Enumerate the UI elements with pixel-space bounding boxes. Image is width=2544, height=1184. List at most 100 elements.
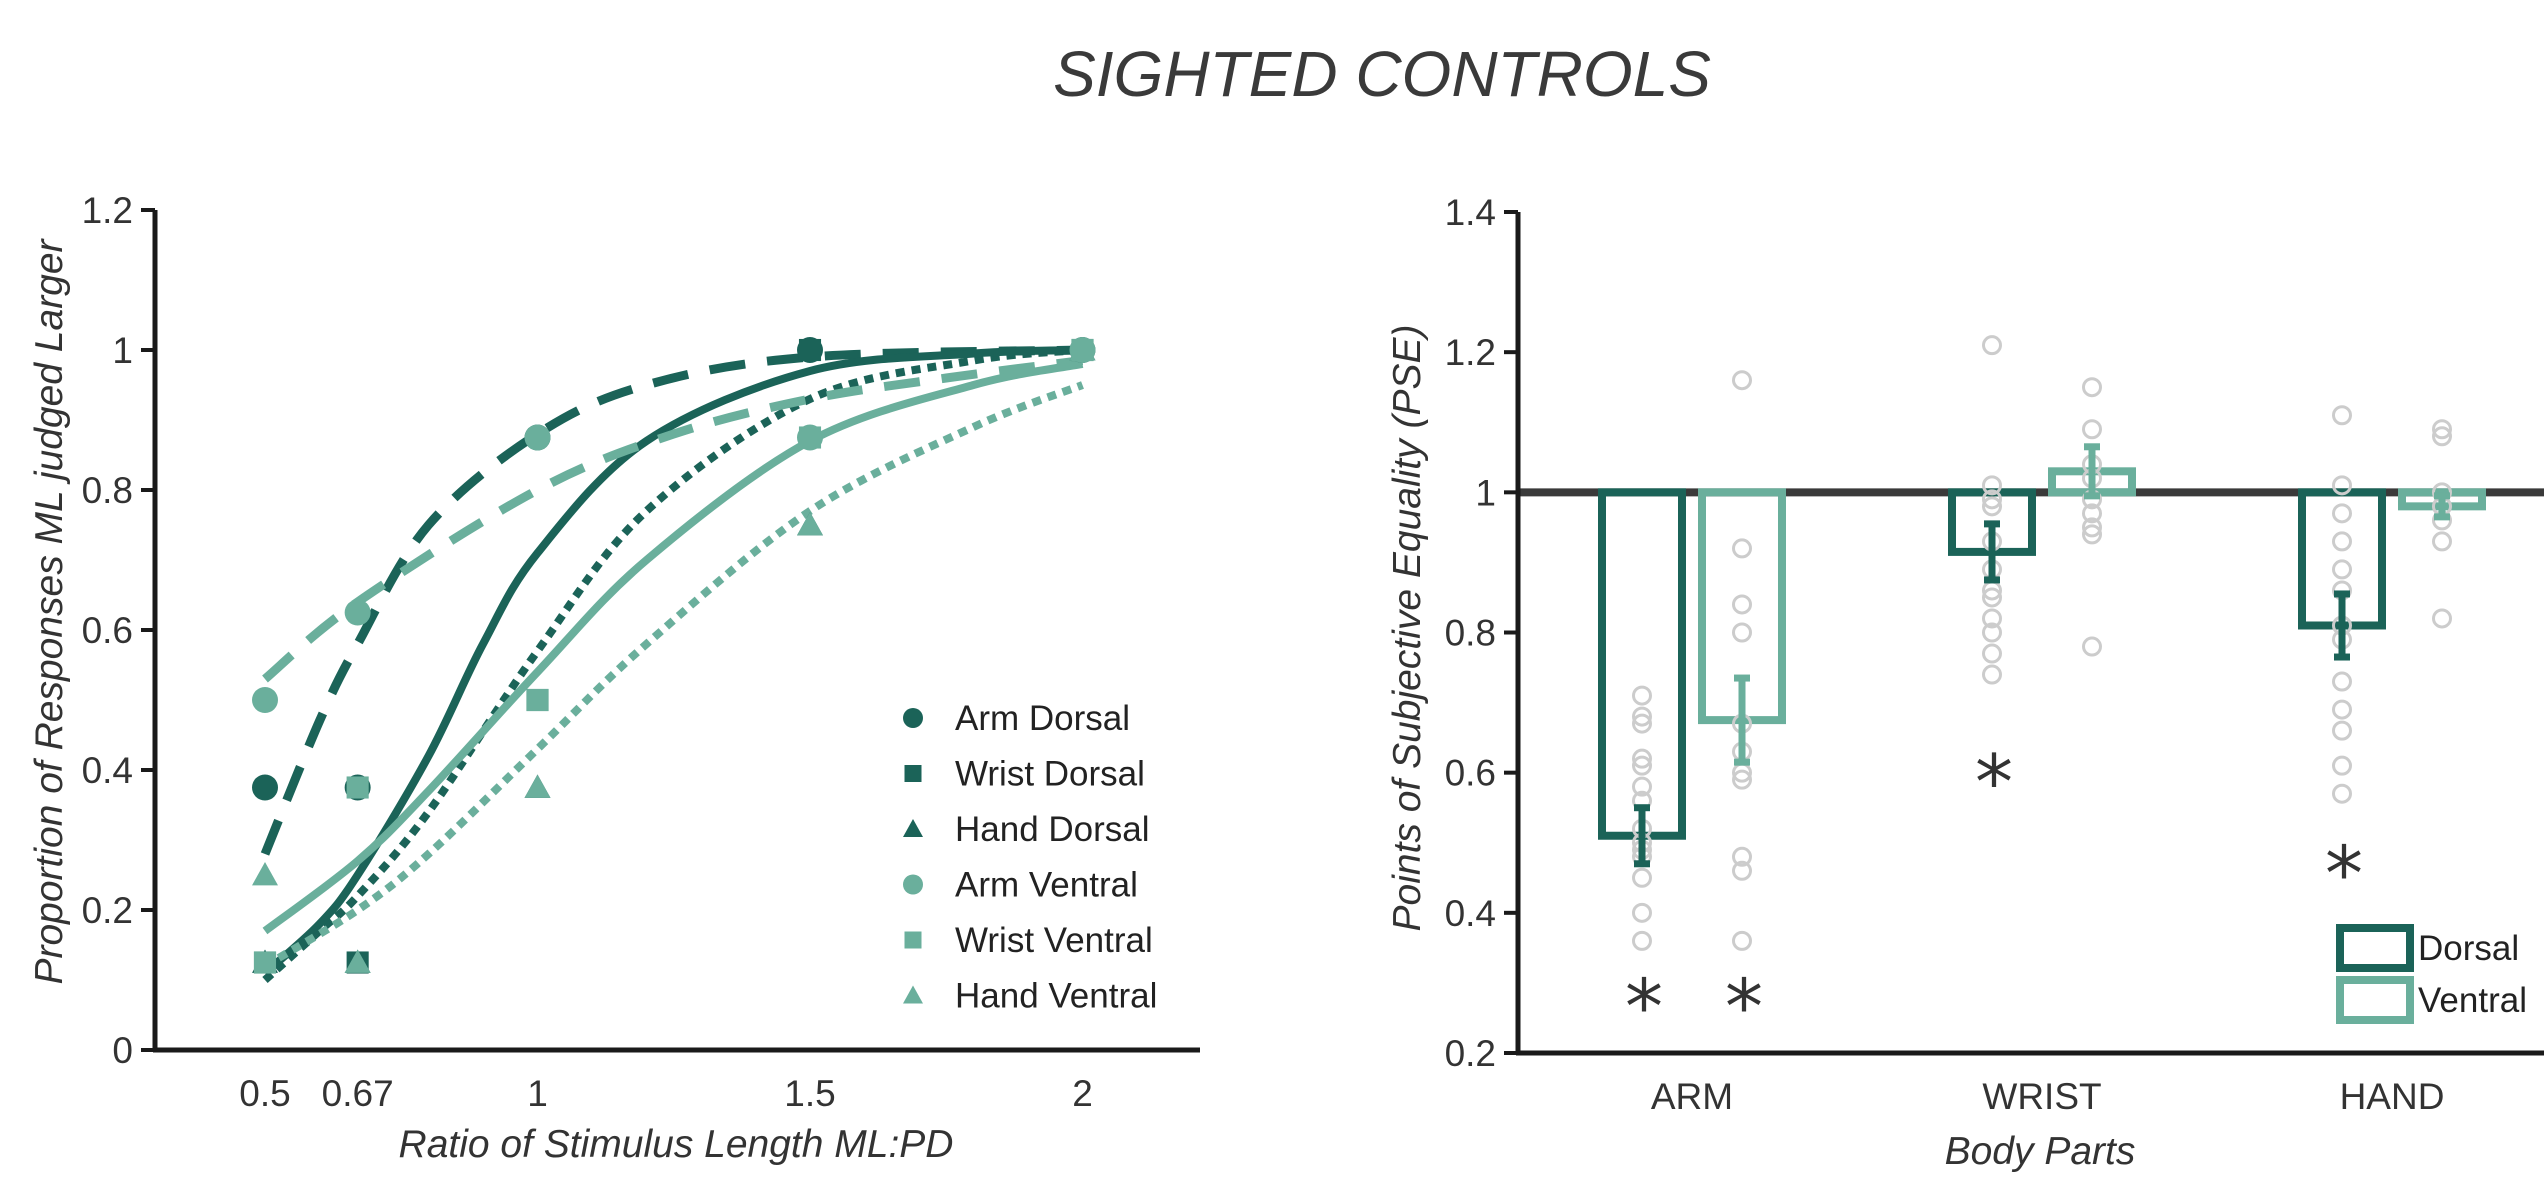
legend-label-ventral: Ventral [2418,981,2527,1020]
participant-point [2332,503,2352,524]
left-x-tick-label: 1.5 [784,1073,835,1114]
participant-point [1982,475,2002,496]
participant-point [1732,594,1752,615]
legend-label-wrist-ventral: Wrist Ventral [955,921,1153,960]
data-point-wrist-ventral [346,776,369,799]
left-y-tick-label: 1.2 [82,190,133,231]
data-point-hand-ventral [524,774,551,798]
participant-point [2332,531,2352,552]
left-x-tick-label: 0.5 [239,1073,290,1114]
left-y-tick-label: 0.8 [82,470,133,511]
psychometric-chart: Proportion of Responses ML judged Larger… [28,190,1200,1166]
fit-curve-wrist-dorsal [262,346,1083,983]
participant-point [1982,587,2002,608]
fit-curve-hand-ventral [262,381,1084,970]
participant-point [1982,664,2002,685]
legend-label-hand-dorsal: Hand Dorsal [955,810,1150,849]
fit-curve-hand-dorsal [262,346,1083,976]
significance-star: * [1625,962,1663,1051]
right-y-tick-label: 1.2 [1445,332,1496,373]
category-label-wrist: WRIST [1982,1076,2101,1117]
participant-point [2332,755,2352,776]
participant-point [1632,776,1652,797]
participant-point [1982,608,2002,629]
participant-point [2082,524,2102,545]
left-y-tick-label: 0.6 [82,610,133,651]
data-point-hand-ventral [252,862,278,886]
participant-point [1982,335,2002,356]
left-x-tick-label: 2 [1072,1073,1093,1114]
data-point-arm-ventral [344,599,371,626]
participant-point [2332,720,2352,741]
participant-point [1632,930,1652,951]
participant-point [2432,608,2452,629]
category-label-hand: HAND [2340,1076,2445,1117]
right-y-tick-label: 0.8 [1445,613,1496,654]
left-x-axis-label: Ratio of Stimulus Length ML:PD [399,1123,954,1166]
legend-label-wrist-dorsal: Wrist Dorsal [955,755,1145,794]
figure-title: SIGHTED CONTROLS [1053,38,1711,110]
data-point-arm-ventral [252,687,278,713]
participant-point [2432,426,2452,447]
participant-point [1982,496,2002,517]
participant-point [1632,902,1652,923]
participant-point [2332,783,2352,804]
left-y-tick-label: 0.4 [82,750,133,791]
right-x-axis-label: Body Parts [1945,1130,2136,1173]
participant-point [2082,517,2102,538]
fit-curve-arm-ventral [262,356,1084,683]
legend-marker-hand-dorsal [903,819,923,837]
data-point-wrist-ventral [253,951,277,974]
fit-curve-wrist-ventral [262,360,1084,935]
participant-point [1632,706,1652,727]
legend-marker-arm-ventral [903,874,923,895]
data-point-wrist-ventral [526,688,549,712]
left-y-axis-label: Proportion of Responses ML judged Larger [28,237,71,984]
participant-point [2082,419,2102,440]
legend-marker-arm-dorsal [903,708,923,728]
bar-dorsal-arm [1598,488,1686,840]
right-y-tick-label: 1.4 [1445,192,1496,233]
data-point-wrist-dorsal [798,338,822,362]
legend-swatch-dorsal [2336,924,2414,972]
participant-point [2332,671,2352,692]
participant-point [2432,419,2452,440]
right-plot-area: * * * * 0.2 0.4 0.6 0.8 1 1.2 1.4 ARM WRIST HAND Dorsa… [1445,192,2544,1117]
right-y-tick-label: 0.4 [1445,893,1496,934]
pse-bar-chart: Points of Subjective Equality (PSE) Body… [1386,192,2544,1173]
participant-point [1632,748,1652,769]
legend-marker-wrist-ventral [904,931,922,949]
participant-point [1732,930,1752,951]
participant-point [1982,489,2002,510]
participant-point [2332,405,2352,426]
participant-point [1632,685,1652,706]
participant-point [2082,377,2102,398]
legend-label-hand-ventral: Hand Ventral [955,977,1157,1016]
legend-swatch-ventral [2336,976,2414,1024]
data-point-hand-ventral [1069,337,1096,361]
fit-curve-arm-dorsal [260,345,1083,856]
participant-point [1632,713,1652,734]
participant-point [2332,475,2352,496]
participant-point [2082,503,2102,524]
participant-point [1632,867,1652,888]
participant-point [1632,755,1652,776]
participant-point [1732,622,1752,643]
legend-label-arm-ventral: Arm Ventral [955,866,1138,905]
participant-point [1732,769,1752,790]
significance-star: * [1725,962,1763,1051]
participant-point [2082,636,2102,657]
participant-point [1732,370,1752,391]
participant-point [1732,538,1752,559]
data-point-hand-ventral [344,949,371,973]
participant-point [2332,699,2352,720]
data-point-arm-ventral [524,424,551,451]
right-y-tick-label: 0.2 [1445,1033,1496,1074]
data-point-hand-ventral [797,512,823,536]
right-y-axis-label: Points of Subjective Equality (PSE) [1386,325,1429,932]
left-y-tick-label: 0 [112,1030,133,1071]
data-point-arm-dorsal [252,774,278,801]
right-y-tick-label: 0.6 [1445,753,1496,794]
participant-point [1982,622,2002,643]
participant-point [1982,643,2002,664]
